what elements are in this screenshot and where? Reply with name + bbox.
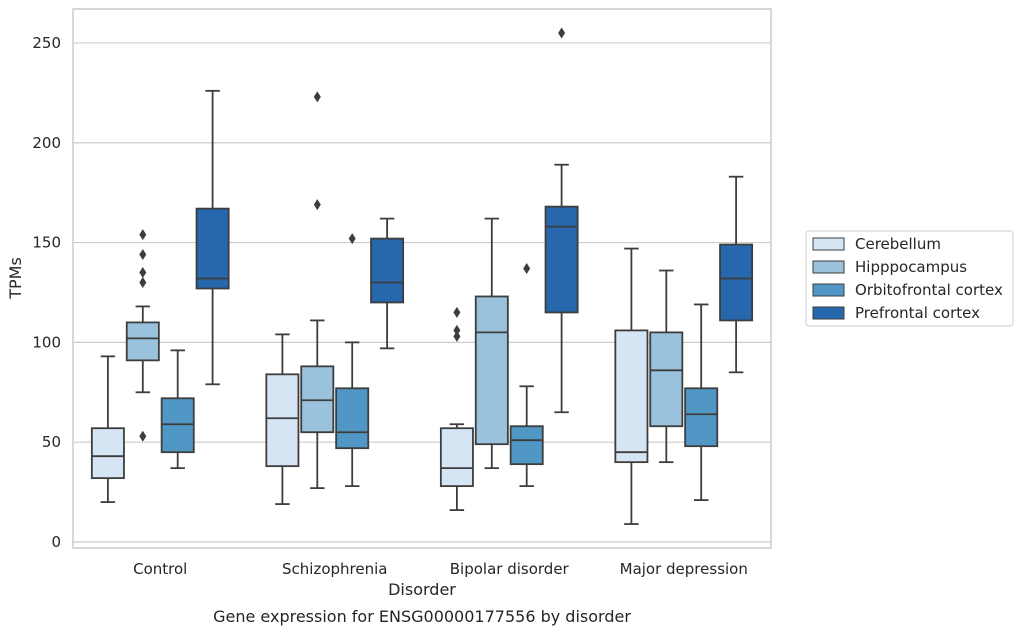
legend-label: Cerebellum <box>855 235 941 253</box>
x-tick-label: Schizophrenia <box>282 560 387 578</box>
box <box>300 365 335 434</box>
legend-swatch <box>812 237 845 251</box>
outlier-point <box>453 324 461 336</box>
box-group <box>160 349 195 470</box>
outlier-point <box>313 91 321 103</box>
outlier-point <box>558 27 566 39</box>
box-group <box>509 263 544 488</box>
outlier-point <box>139 276 147 288</box>
box <box>370 237 405 304</box>
box-group <box>125 229 160 442</box>
outlier-point <box>313 199 321 211</box>
outlier-point <box>139 430 147 442</box>
box-group <box>195 89 230 386</box>
legend-frame <box>805 230 1014 327</box>
chart-caption: Gene expression for ENSG00000177556 by d… <box>213 607 631 626</box>
y-axis-label: TPMs <box>6 257 25 300</box>
box <box>649 331 684 428</box>
box <box>719 243 754 322</box>
box <box>90 427 125 480</box>
y-tick-label: 50 <box>42 433 61 451</box>
y-tick-label: 200 <box>32 134 61 152</box>
box <box>265 373 300 468</box>
box <box>195 207 230 290</box>
outlier-point <box>453 306 461 318</box>
outlier-point <box>523 263 531 275</box>
box-group <box>370 217 405 350</box>
legend-label: Hipppocampus <box>855 258 967 276</box>
x-axis-label: Disorder <box>388 580 456 599</box>
y-tick-label: 100 <box>32 333 61 351</box>
y-tick-label: 150 <box>32 234 61 252</box>
x-tick-label: Bipolar disorder <box>450 560 570 578</box>
box-group <box>614 247 649 525</box>
y-tick-label: 0 <box>51 533 61 551</box>
box <box>439 427 474 488</box>
legend-swatch <box>812 260 845 274</box>
outlier-point <box>139 249 147 261</box>
outlier-point <box>453 330 461 342</box>
box <box>474 295 509 446</box>
x-tick-label: Control <box>133 560 187 578</box>
box <box>684 387 719 448</box>
legend-label: Prefrontal cortex <box>855 304 980 322</box>
boxes <box>90 27 754 525</box>
legend-swatch <box>812 306 845 320</box>
box-group <box>649 269 684 464</box>
box <box>160 397 195 454</box>
box-group <box>265 333 300 505</box>
box <box>509 425 544 466</box>
box-group <box>439 306 474 511</box>
box-group <box>300 91 335 490</box>
box-group <box>544 27 579 414</box>
box-group <box>719 175 754 374</box>
box <box>544 205 579 314</box>
box-group <box>335 233 370 488</box>
box <box>125 321 160 362</box>
x-tick-label: Major depression <box>620 560 748 578</box>
outlier-point <box>348 233 356 245</box>
box <box>335 387 370 450</box>
plot-frame <box>72 8 772 549</box>
legend: Cerebellum Hipppocampus Orbitofrontal cort… <box>805 230 1014 327</box>
x-axis: Control Schizophrenia Bipolar disorder Majo… <box>133 560 748 578</box>
outlier-point <box>139 267 147 279</box>
legend-label: Orbitofrontal cortex <box>855 281 1003 299</box>
legend-swatch <box>812 283 845 297</box>
box-group <box>474 217 509 470</box>
outlier-point <box>139 229 147 241</box>
y-tick-label: 250 <box>32 34 61 52</box>
box-group <box>90 355 125 503</box>
y-axis: 0 50 100 150 200 250 <box>32 34 61 551</box>
box-group <box>684 303 719 501</box>
box <box>614 329 649 464</box>
